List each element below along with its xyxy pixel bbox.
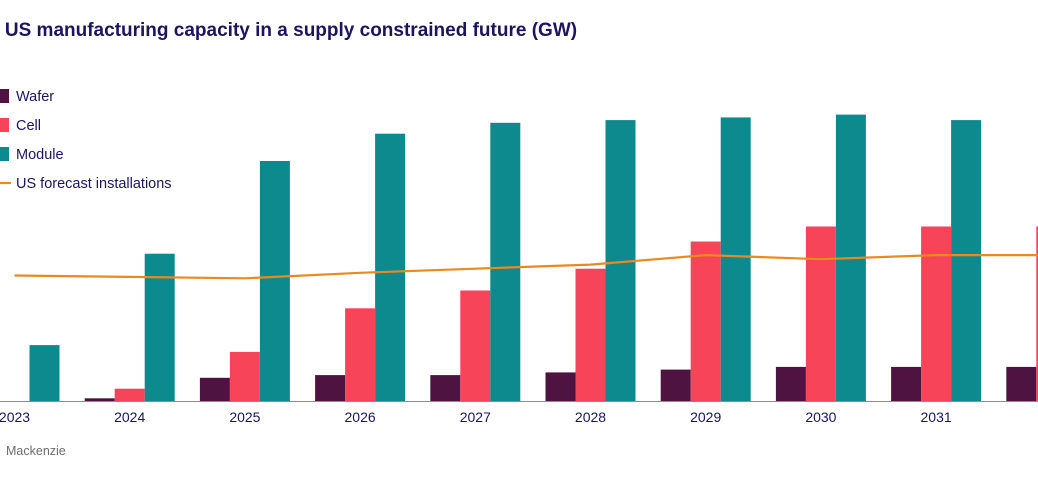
x-tick-labels: 2023202420252026202720282029203020312 [0, 409, 952, 425]
legend-label: Cell [16, 118, 41, 134]
bar-module-2027 [490, 122, 521, 402]
bar-cell-2025 [229, 351, 260, 401]
bar-cell-2029 [690, 241, 721, 401]
legend-label: US forecast installations [16, 176, 172, 192]
bar-wafer-2028 [545, 372, 576, 401]
bar-cell-2 [1036, 226, 1038, 401]
bar-module-2029 [720, 117, 751, 402]
bar-module-2026 [375, 133, 406, 401]
bar-cell-2026 [345, 308, 376, 401]
bar-module-2031 [951, 120, 982, 401]
legend-swatch [0, 147, 9, 161]
legend-swatch [0, 118, 9, 132]
chart-title: d US manufacturing capacity in a supply … [0, 20, 578, 41]
legend: Wafer Cell Module US forecast installations [0, 89, 172, 192]
source-label: Mackenzie [6, 444, 66, 458]
bar-module-2025 [259, 161, 290, 401]
x-tick-label: 2030 [805, 409, 836, 425]
x-tick-label: 2029 [690, 409, 721, 425]
x-tick-label: 2026 [345, 409, 376, 425]
bar-cell-2030 [805, 226, 836, 401]
bar-wafer-2025 [199, 377, 230, 401]
bar-wafer-2026 [315, 375, 346, 401]
x-tick-label: 2028 [575, 409, 606, 425]
x-tick-label: 2023 [0, 409, 30, 425]
bar-wafer-2031 [891, 366, 922, 401]
bar-wafer-2024 [84, 398, 115, 401]
legend-label: Wafer [16, 89, 54, 105]
bar-cell-2024 [114, 388, 145, 401]
bar-wafer-2030 [775, 366, 806, 401]
bar-wafer-2027 [430, 375, 461, 401]
legend-label: Module [16, 147, 64, 163]
x-tick-label: 2031 [921, 409, 952, 425]
bar-cell-2027 [460, 290, 491, 401]
bar-wafer-2 [1006, 366, 1037, 401]
legend-swatch [0, 89, 9, 103]
line-series-us-forecast-installations [14, 254, 1038, 280]
bar-wafer-2029 [660, 369, 691, 401]
x-tick-label: 2025 [229, 409, 260, 425]
bar-cell-2028 [575, 268, 606, 401]
line-layer [14, 254, 1038, 280]
x-tick-label: 2024 [114, 409, 145, 425]
x-tick-label: 2027 [460, 409, 491, 425]
bar-cell-2031 [921, 226, 952, 401]
bar-module-2024 [144, 253, 175, 401]
bar-module-2023 [29, 345, 60, 401]
